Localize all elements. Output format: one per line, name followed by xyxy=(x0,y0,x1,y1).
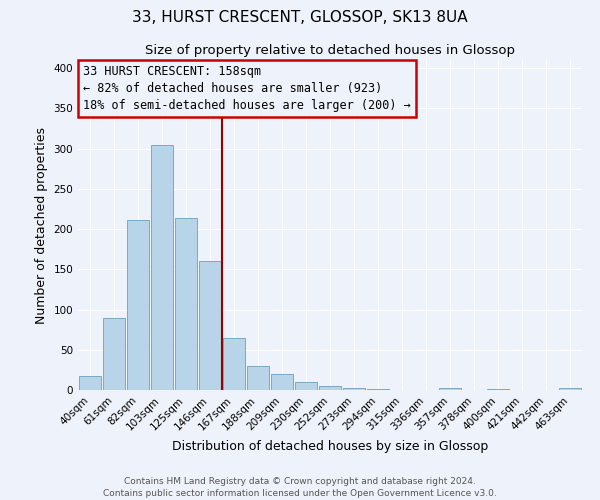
Bar xyxy=(223,338,245,390)
Bar xyxy=(439,388,461,390)
Bar xyxy=(559,388,581,390)
Bar xyxy=(175,218,197,390)
X-axis label: Distribution of detached houses by size in Glossop: Distribution of detached houses by size … xyxy=(172,440,488,453)
Bar xyxy=(343,388,365,390)
Text: 33, HURST CRESCENT, GLOSSOP, SK13 8UA: 33, HURST CRESCENT, GLOSSOP, SK13 8UA xyxy=(132,10,468,25)
Bar xyxy=(271,374,293,390)
Bar xyxy=(247,366,269,390)
Bar xyxy=(79,376,101,390)
Bar xyxy=(127,220,149,390)
Bar xyxy=(367,389,389,390)
Bar xyxy=(151,144,173,390)
Y-axis label: Number of detached properties: Number of detached properties xyxy=(35,126,48,324)
Bar xyxy=(199,261,221,390)
Text: Contains HM Land Registry data © Crown copyright and database right 2024.
Contai: Contains HM Land Registry data © Crown c… xyxy=(103,476,497,498)
Bar xyxy=(487,389,509,390)
Bar xyxy=(319,386,341,390)
Bar xyxy=(295,382,317,390)
Title: Size of property relative to detached houses in Glossop: Size of property relative to detached ho… xyxy=(145,44,515,58)
Bar xyxy=(103,318,125,390)
Text: 33 HURST CRESCENT: 158sqm
← 82% of detached houses are smaller (923)
18% of semi: 33 HURST CRESCENT: 158sqm ← 82% of detac… xyxy=(83,65,411,112)
